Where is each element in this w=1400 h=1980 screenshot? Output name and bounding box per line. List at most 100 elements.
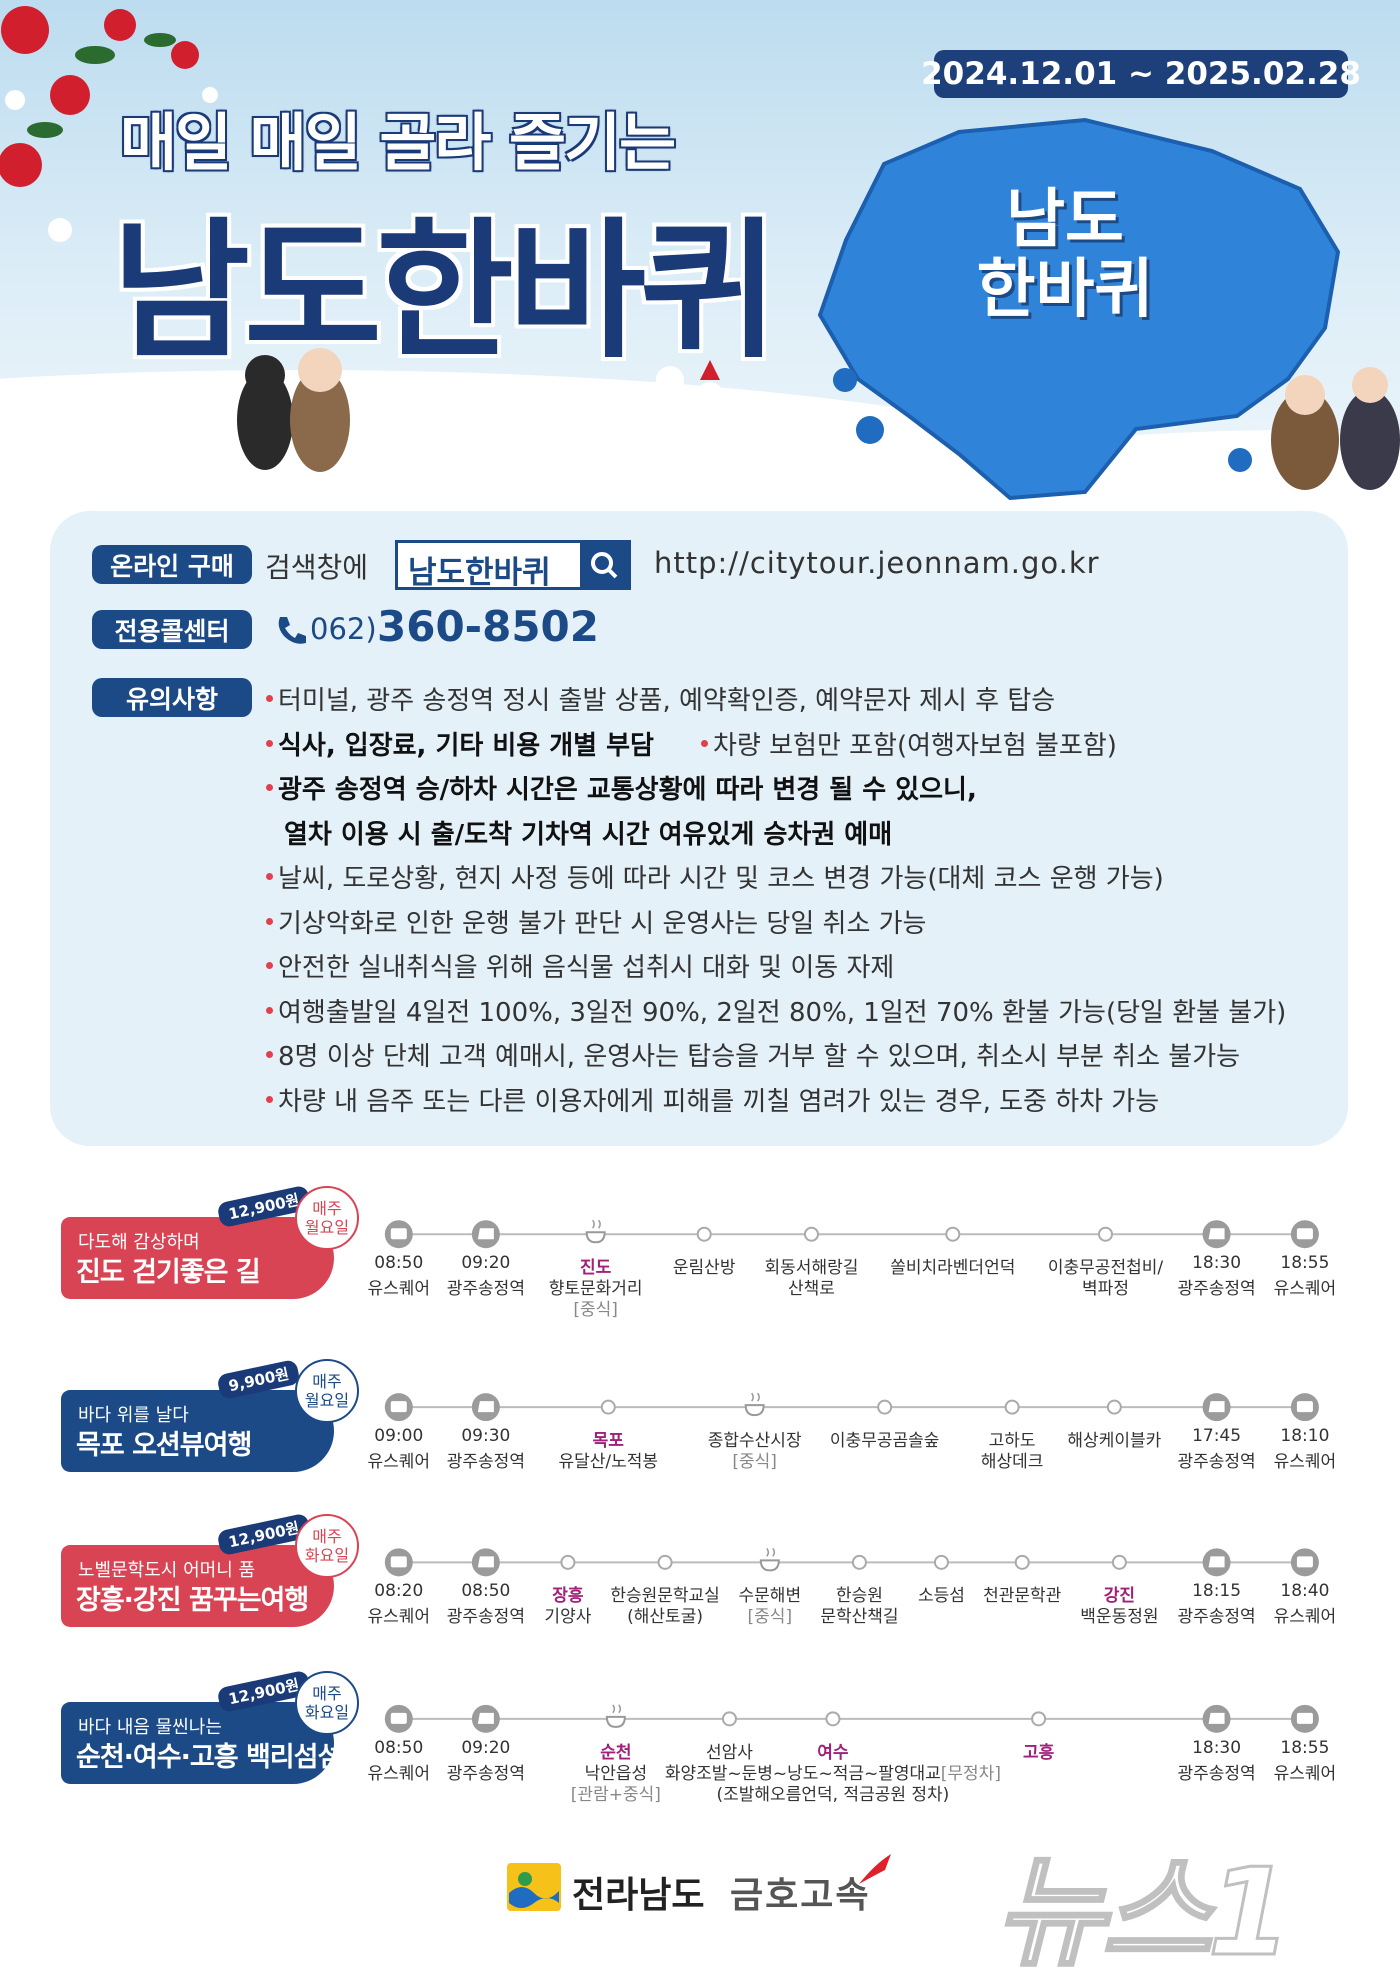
bullet (266, 739, 273, 747)
stop-line: 광주송정역 (1177, 1763, 1256, 1784)
stop-line: 유스퀘어 (1273, 1763, 1337, 1784)
train-icon (477, 1556, 494, 1568)
stop-note: [중식] (573, 1300, 618, 1321)
stop-time: 18:30 (1192, 1253, 1242, 1274)
note-text: 차량 보험만 포함(여행자보험 불포함) (713, 730, 1117, 761)
stop-line: 한승원문학교실 (610, 1586, 720, 1607)
note-text: 안전한 실내취식을 위해 음식물 섭취시 대화 및 이동 자제 (278, 953, 895, 983)
jeonnam-logo (507, 1863, 561, 1911)
search-text: 남도한바퀴 (408, 555, 551, 591)
stop-note: [관람+중식] (570, 1784, 661, 1805)
stop-line: 이충무공곰솔숲 (829, 1431, 940, 1452)
call-label: 전용콜센터 (92, 610, 252, 649)
stop-line: 유스퀘어 (367, 1452, 431, 1473)
bullet (266, 695, 273, 702)
stop-note: [무정차] (940, 1763, 1001, 1784)
bus-icon (390, 1228, 407, 1240)
stop-time: 08:50 (461, 1581, 511, 1602)
train-icon (1208, 1401, 1225, 1413)
stop-line: 산책로 (787, 1279, 835, 1300)
meal-icon (759, 1559, 780, 1572)
stop-dot (696, 1226, 712, 1242)
bus-icon (1296, 1401, 1313, 1413)
note-text: 여행출발일 4일전 100%, 3일전 90%, 2일전 80%, 1일전 70… (278, 997, 1287, 1028)
stop-time: 08:50 (374, 1737, 424, 1758)
stop-dot (851, 1554, 867, 1570)
stop-time: 17:45 (1192, 1426, 1242, 1447)
stop-region: 여수 (817, 1742, 849, 1763)
tour-day-text: 월요일 (304, 1218, 350, 1238)
stop-time: 08:20 (374, 1581, 424, 1602)
stop-dot (560, 1554, 576, 1570)
tour-tag: 다도해 감상하며 (78, 1232, 200, 1254)
footer-left: 전라남도 (572, 1875, 705, 1916)
stop-line: 광주송정역 (1177, 1452, 1256, 1473)
stop-line: 광주송정역 (1177, 1279, 1256, 1300)
stop-line: 낙안읍성 (584, 1763, 648, 1784)
stop-dot (1031, 1711, 1047, 1727)
call-area: 062) (310, 612, 377, 646)
meal-icon (605, 1715, 626, 1728)
stop-time: 18:55 (1280, 1253, 1330, 1274)
search-icon (580, 543, 628, 587)
train-icon (477, 1228, 494, 1240)
stop-line: 고하도 (988, 1431, 1036, 1452)
tour-day-text: 화요일 (304, 1546, 350, 1566)
stop-time: 08:50 (374, 1253, 424, 1274)
stop-time: 09:00 (374, 1426, 424, 1447)
stop-time: 18:15 (1192, 1581, 1242, 1602)
note-text: 식사, 입장료, 기타 비용 개별 부담 (278, 730, 654, 761)
bus-icon (1296, 1556, 1313, 1568)
note-text: 터미널, 광주 송정역 정시 출발 상품, 예약확인증, 예약문자 제시 후 탑… (278, 686, 1056, 716)
stop-dot (1098, 1226, 1114, 1242)
notes-label: 유의사항 (92, 678, 252, 717)
tour-box (61, 1390, 334, 1473)
train-icon (1208, 1556, 1225, 1568)
bullet (266, 873, 273, 880)
stop-time: 18:55 (1280, 1737, 1330, 1758)
stop-line: 벽파정 (1082, 1279, 1129, 1300)
call-number: 360-8502 (377, 602, 599, 651)
note-text: 기상악화로 인한 운행 불가 판단 시 운영사는 당일 취소 가능 (278, 908, 927, 939)
badge-line: 한바퀴 (976, 253, 1154, 327)
stop-dot (1014, 1554, 1030, 1570)
stop-line: 천관문학관 (983, 1586, 1062, 1607)
stop-line: 유스퀘어 (1273, 1607, 1337, 1628)
badge-line: 남도 (1006, 183, 1124, 257)
stop-line: 해상케이블카 (1067, 1431, 1162, 1452)
tour-day-text: 매주 (312, 1199, 342, 1219)
stop-time: 09:20 (461, 1253, 511, 1274)
stop-line: 운림산방 (672, 1258, 736, 1279)
stop-line: 광주송정역 (446, 1279, 525, 1300)
stop-dot (945, 1226, 961, 1242)
stop-line: 회동서해랑길 (764, 1258, 859, 1279)
tour-day-text: 매주 (312, 1683, 342, 1703)
tour-day-text: 화요일 (304, 1702, 350, 1722)
title: 남도한바퀴 (112, 205, 778, 379)
stop-time: 09:20 (461, 1737, 511, 1758)
kumho-swoosh (859, 1854, 891, 1884)
bus-icon (390, 1556, 407, 1568)
stop-sub: (조발해오름언덕, 적금공원 정차) (716, 1784, 950, 1805)
stop-line: 해상데크 (980, 1452, 1044, 1473)
note-text: 열차 이용 시 출/도착 기차역 시간 여유있게 승차권 예매 (284, 819, 893, 850)
train-icon (477, 1401, 494, 1413)
info-panel (50, 511, 1348, 1146)
stop-line: 화양조발~둔병~낭도~적금~팔영대교 (664, 1763, 941, 1784)
stop-line: 한승원 (835, 1586, 883, 1607)
bullet (701, 739, 708, 747)
stop-note: [중식] (747, 1607, 793, 1628)
stop-line: 쏠비치라벤더언덕 (890, 1258, 1016, 1279)
footer-right: 금호고속 (730, 1875, 871, 1916)
note-text: 광주 송정역 승/하차 시간은 교통상황에 따라 변경 될 수 있으니, (278, 775, 977, 805)
stop-line: 기양사 (544, 1607, 592, 1628)
stop-time: 18:40 (1280, 1581, 1330, 1602)
stop-dot (877, 1399, 893, 1415)
online-prefix: 검색창에 (265, 551, 369, 584)
meal-steam (766, 1547, 776, 1557)
tour-day: 매주 월요일 (295, 1186, 359, 1251)
stop-region: 목포 (592, 1431, 624, 1452)
stop-line: 종합수산시장 (707, 1431, 802, 1452)
tour-title: 순천·여수·고흥 백리섬섬길 (76, 1741, 366, 1773)
